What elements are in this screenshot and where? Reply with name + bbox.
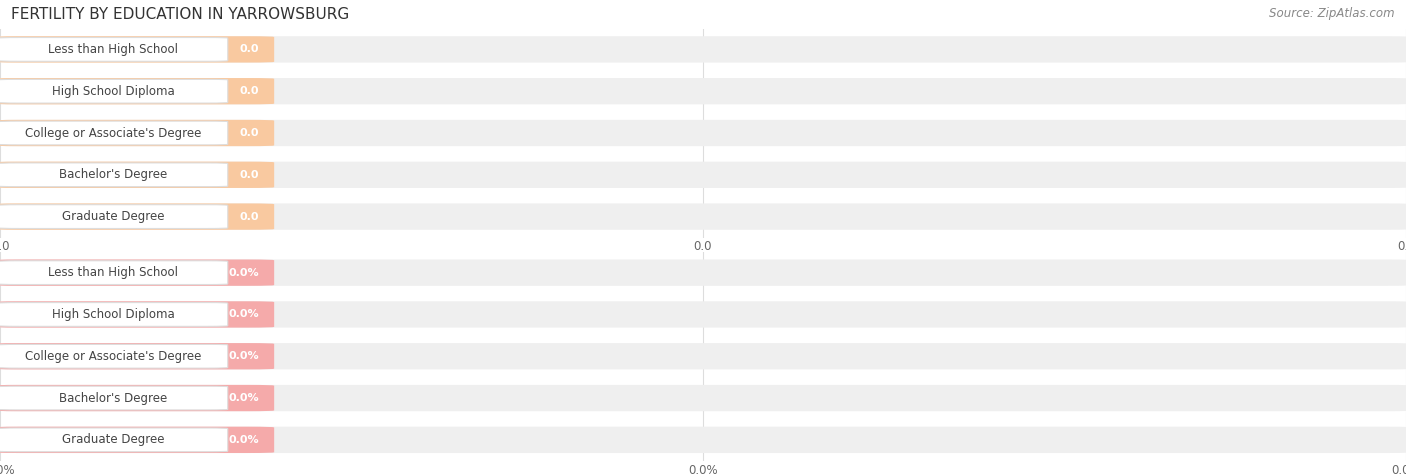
- FancyBboxPatch shape: [0, 301, 1406, 328]
- FancyBboxPatch shape: [0, 301, 274, 328]
- FancyBboxPatch shape: [0, 79, 228, 103]
- FancyBboxPatch shape: [0, 38, 228, 61]
- Text: 0.0%: 0.0%: [228, 351, 259, 361]
- FancyBboxPatch shape: [0, 344, 228, 368]
- FancyBboxPatch shape: [0, 385, 1406, 411]
- FancyBboxPatch shape: [0, 203, 274, 230]
- Text: Graduate Degree: Graduate Degree: [62, 210, 165, 223]
- FancyBboxPatch shape: [0, 78, 274, 104]
- Text: 0.0%: 0.0%: [228, 267, 259, 278]
- Text: Bachelor's Degree: Bachelor's Degree: [59, 168, 167, 181]
- Text: College or Associate's Degree: College or Associate's Degree: [25, 350, 201, 363]
- FancyBboxPatch shape: [0, 163, 228, 187]
- FancyBboxPatch shape: [0, 36, 274, 63]
- FancyBboxPatch shape: [0, 120, 1406, 146]
- FancyBboxPatch shape: [0, 386, 228, 410]
- Text: 0.0%: 0.0%: [228, 393, 259, 403]
- FancyBboxPatch shape: [0, 259, 1406, 286]
- FancyBboxPatch shape: [0, 121, 228, 145]
- FancyBboxPatch shape: [0, 261, 228, 285]
- FancyBboxPatch shape: [0, 78, 1406, 104]
- Text: 0.0: 0.0: [239, 128, 259, 138]
- Text: 0.0: 0.0: [239, 44, 259, 55]
- FancyBboxPatch shape: [0, 427, 1406, 453]
- FancyBboxPatch shape: [0, 259, 274, 286]
- Text: Bachelor's Degree: Bachelor's Degree: [59, 391, 167, 405]
- FancyBboxPatch shape: [0, 427, 274, 453]
- FancyBboxPatch shape: [0, 203, 1406, 230]
- FancyBboxPatch shape: [0, 428, 228, 452]
- Text: Less than High School: Less than High School: [48, 43, 179, 56]
- Text: Graduate Degree: Graduate Degree: [62, 433, 165, 446]
- Text: High School Diploma: High School Diploma: [52, 308, 174, 321]
- FancyBboxPatch shape: [0, 205, 228, 228]
- Text: 0.0%: 0.0%: [228, 309, 259, 320]
- FancyBboxPatch shape: [0, 36, 1406, 63]
- FancyBboxPatch shape: [0, 162, 274, 188]
- Text: College or Associate's Degree: College or Associate's Degree: [25, 126, 201, 140]
- Text: 0.0: 0.0: [239, 170, 259, 180]
- FancyBboxPatch shape: [0, 343, 274, 370]
- FancyBboxPatch shape: [0, 162, 1406, 188]
- Text: FERTILITY BY EDUCATION IN YARROWSBURG: FERTILITY BY EDUCATION IN YARROWSBURG: [11, 7, 350, 22]
- Text: High School Diploma: High School Diploma: [52, 85, 174, 98]
- Text: 0.0: 0.0: [239, 211, 259, 222]
- FancyBboxPatch shape: [0, 343, 1406, 370]
- FancyBboxPatch shape: [0, 385, 274, 411]
- Text: 0.0: 0.0: [239, 86, 259, 96]
- FancyBboxPatch shape: [0, 303, 228, 326]
- Text: 0.0%: 0.0%: [228, 435, 259, 445]
- Text: Less than High School: Less than High School: [48, 266, 179, 279]
- FancyBboxPatch shape: [0, 120, 274, 146]
- Text: Source: ZipAtlas.com: Source: ZipAtlas.com: [1270, 7, 1395, 20]
